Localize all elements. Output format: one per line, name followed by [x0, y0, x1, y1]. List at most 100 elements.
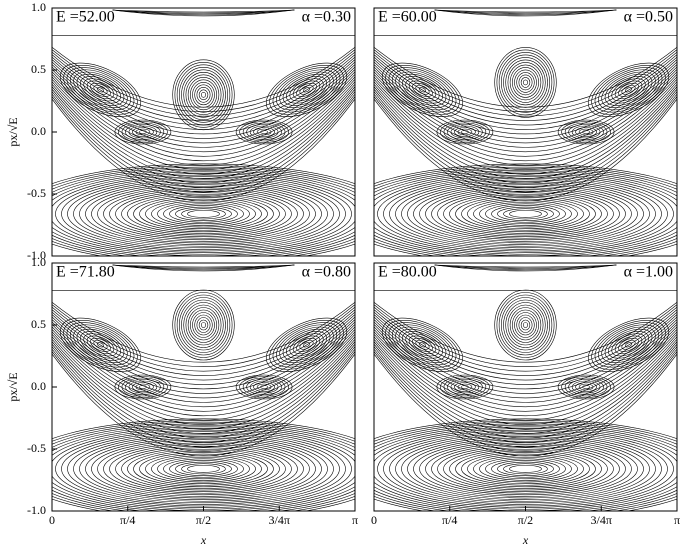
orbit: [66, 322, 135, 368]
orbit: [385, 65, 460, 115]
x-tick-label: 3/4π: [591, 513, 612, 527]
orbit: [374, 74, 677, 157]
orbit: [190, 79, 218, 111]
orbit: [52, 336, 355, 425]
orbit: [381, 62, 463, 117]
orbit: [511, 309, 539, 341]
orbit: [578, 128, 594, 136]
x-tick-label: π/2: [196, 513, 211, 527]
orbit: [172, 289, 235, 361]
orbit: [112, 264, 295, 268]
orbit: [473, 455, 578, 483]
orbit: [79, 436, 328, 502]
orbit: [52, 324, 355, 403]
orbit: [624, 342, 633, 348]
orbit: [289, 333, 324, 357]
orbit: [112, 9, 295, 17]
orbit: [135, 383, 151, 391]
orbit: [503, 463, 548, 475]
orbit: [395, 326, 450, 363]
orbit: [286, 331, 327, 359]
orbit: [109, 444, 298, 494]
orbit: [455, 450, 596, 488]
y-tick-label: -1.0: [27, 503, 46, 517]
y-axis-label: px/√E: [6, 117, 20, 146]
orbit: [292, 80, 321, 100]
orbit: [443, 192, 608, 236]
orbit: [431, 189, 620, 239]
orbit: [374, 306, 677, 372]
orbit: [608, 76, 649, 104]
orbit: [509, 464, 542, 473]
orbit: [374, 311, 677, 381]
orbit: [485, 203, 566, 225]
orbit: [571, 125, 601, 139]
orbit: [198, 319, 209, 331]
orbit: [374, 64, 677, 139]
x-axis-label: x: [200, 533, 207, 547]
orbit: [374, 319, 677, 394]
orbit: [127, 193, 280, 234]
orbit: [434, 264, 617, 270]
orbit: [591, 65, 666, 115]
orbit: [52, 61, 355, 135]
orbit: [52, 314, 355, 385]
orbit: [276, 69, 337, 111]
orbit: [67, 177, 340, 250]
orbit: [591, 320, 666, 370]
orbit: [59, 317, 141, 372]
orbits: [52, 9, 355, 256]
orbit: [392, 324, 453, 366]
orbit: [520, 319, 531, 331]
orbit: [516, 314, 535, 336]
orbit: [449, 448, 602, 489]
orbit: [415, 85, 430, 95]
orbit: [299, 85, 314, 95]
orbit: [55, 429, 352, 508]
orbit: [52, 69, 355, 148]
orbit: [505, 59, 546, 106]
orbit: [79, 181, 328, 247]
orbit: [383, 176, 668, 252]
orbit: [431, 444, 620, 494]
orbit: [239, 121, 289, 143]
y-tick-label: -1.0: [27, 248, 46, 262]
orbit: [112, 264, 295, 272]
orbit: [575, 382, 597, 392]
orbit: [514, 69, 537, 96]
orbit: [507, 304, 544, 346]
orbit: [282, 328, 331, 361]
orbit: [604, 328, 653, 361]
alpha-label: α =0.80: [302, 264, 351, 281]
orbit: [135, 128, 151, 136]
orbit: [279, 326, 334, 363]
orbit: [151, 455, 256, 483]
orbit: [374, 166, 677, 256]
orbit: [598, 324, 659, 366]
orbit: [121, 122, 165, 142]
x-tick-label: π: [674, 513, 680, 527]
orbit: [80, 331, 121, 359]
orbit: [52, 316, 355, 390]
orbit: [408, 335, 437, 355]
orbit: [494, 47, 557, 118]
orbit: [503, 299, 548, 351]
orbit: [509, 64, 542, 101]
orbit: [564, 122, 608, 142]
x-tick-label: 3/4π: [269, 513, 290, 527]
orbit: [139, 385, 147, 389]
orbit: [395, 179, 656, 249]
orbit: [374, 76, 677, 161]
orbit: [83, 333, 118, 357]
orbit: [52, 424, 355, 511]
orbit: [52, 346, 355, 443]
orbit: [614, 80, 643, 100]
orbit: [443, 377, 487, 397]
orbit: [398, 73, 447, 106]
orbit: [52, 418, 355, 511]
orbit: [461, 452, 590, 486]
orbit: [461, 130, 469, 134]
orbit: [52, 88, 355, 184]
orbit: [494, 289, 557, 361]
